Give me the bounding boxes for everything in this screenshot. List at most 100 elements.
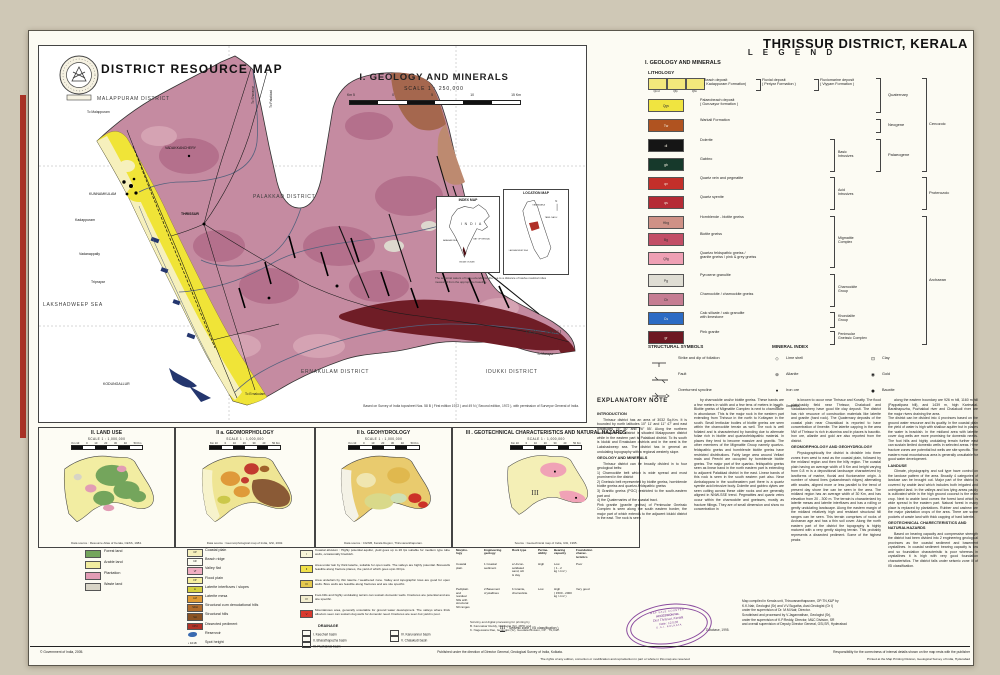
geotech-cell: High ( 1500 - 2000 kg / cm² ) [554, 587, 572, 599]
mineral-label: Clay [882, 356, 890, 360]
footer-printed: Printed at the Map Printing Division, Ge… [866, 657, 970, 661]
inset-scale: SCALE 1 : 1,000,000 [87, 436, 126, 441]
lithology-label: Beach deposit ( Kadappuram Formation) [704, 78, 747, 87]
landuse-legend-label: Plantation [104, 571, 121, 575]
lithology-label: Dolerite [700, 138, 713, 142]
inset-title: III . GEOTECHNICAL CHARACTERISTICS AND N… [465, 430, 627, 436]
mineral-symbol: ◇ [775, 356, 779, 361]
inset-title: II b. GEOHYDROLOGY [356, 430, 411, 436]
geohydro-legend-swatch: III [300, 580, 313, 588]
geohydrology-map-drawing [340, 455, 431, 522]
landuse-legend-swatch [85, 572, 101, 580]
legend-section-title: I. GEOLOGY AND MINERALS [645, 60, 721, 66]
map-region-label: IDUKKI DISTRICT [486, 369, 538, 375]
inset-geomorphology: II a. GEOMORPHOLOGY SCALE 1 : 1,000,000 … [175, 427, 315, 548]
geomorph-legend-swatch: bR [187, 558, 203, 566]
geotech-cell: Coastal plain [456, 562, 467, 570]
structural-symbol-label: Fault [678, 372, 687, 376]
legend-era-bracket [922, 216, 927, 345]
note-paragraph: along the eastern boundary are 926 m hil… [888, 398, 979, 462]
credit-line: Scrutiny and digital processing for prin… [470, 620, 530, 624]
footer-published: Published under the direction of Directo… [437, 650, 563, 654]
mineral-symbol: ⊙ [775, 404, 779, 409]
legend-era-label: Neogene [888, 122, 905, 127]
legend-era-label: Quaternary [888, 91, 909, 97]
geotech-cell: Low ( 1 - 2 kg / cm² ) [554, 562, 567, 574]
map-route-label: To Palakkad [269, 90, 273, 108]
mineral-label: Gold [882, 372, 891, 376]
map-region-label: MALAPPURAM DISTRICT [97, 96, 170, 102]
svg-text:N: N [555, 199, 557, 203]
inset-scalebar [510, 444, 582, 450]
sheet-red-edge [20, 95, 26, 438]
inset-land-use: II. LAND USE SCALE 1 : 1,000,000 Km 10 0 1… [38, 427, 175, 548]
note-section-heading: INTRODUCTION [597, 411, 627, 416]
lithology-label: Calc silicate / calc granulite with lime… [700, 311, 745, 320]
geomorph-legend-label: Structural hills [205, 612, 229, 617]
location-map: LOCATION MAP KARNATAKA TAMIL NADU LAKSHA… [503, 189, 569, 275]
mineral-symbol: ● [775, 388, 779, 393]
note-section-heading: GEOTECHNICAL CHARECTERISTICS AND NATURAL… [888, 520, 967, 531]
explanatory-note-column: is known to occur near Thrissur and Kora… [791, 398, 881, 544]
credit-line: Map compiled in Kerala unit, Thiruvanant… [742, 599, 839, 603]
lithology-label: Fluviomarine deposit ( Viyyam Formation … [820, 78, 855, 87]
drainage-basin-item: III. Puzhakkal basin [302, 642, 388, 649]
lithology-swatch: dl [648, 139, 684, 152]
note-section-heading: LANDUSE [888, 462, 907, 468]
geotech-cell: a Uncon- solidated sand, silt & clay [512, 562, 525, 577]
lithology-label: Pyroxene granulite [700, 273, 731, 277]
inset-source: Data source : Resource Atlas of Kerala, … [71, 541, 142, 545]
spot-height-symbol: • 1018 [188, 641, 197, 645]
toposheet-base-note: Based on Survey of India toposheet Nos. … [363, 404, 579, 408]
geotech-cell: High [538, 562, 545, 566]
inset-scale: SCALE 1 : 1,000,000 [364, 436, 403, 441]
compilation-credits: Map compiled in Kerala unit, Thiruvanant… [742, 599, 978, 627]
inset-title: II a. GEOMORPHOLOGY [216, 430, 274, 436]
structural-symbol-label: Overturned syncline [678, 388, 712, 392]
lithology-label: Warkali Formation [700, 118, 730, 122]
geohydro-legend-text: Area under lain by thick laterite, suita… [315, 563, 450, 571]
lithology-swatch: Ch [648, 293, 684, 306]
drainage-heading: DRAINAGE [318, 624, 339, 628]
legend-group-bracket [830, 216, 835, 268]
geomorph-legend-swatch: CP [187, 549, 203, 557]
lithology-label: Quartzo feldspathic gneiss / granite gne… [700, 251, 757, 260]
inset-source: Data source : CGWB, Kerala Region, Thiru… [344, 541, 423, 545]
geomorph-legend-swatch: Vf [187, 567, 203, 575]
mineral-label: Lime shell [786, 356, 804, 360]
legend-group-label: Acid Intrusives [838, 187, 854, 196]
legend-era-bracket [876, 78, 881, 113]
legend-era-bracket [876, 139, 881, 172]
inset-scalebar-labels: Km 10 0 10 20 30 40 50 Km [511, 441, 581, 445]
inset-scalebar [209, 444, 281, 450]
structural-symbol-glyph [650, 372, 672, 390]
lithology-swatch: gr [648, 331, 684, 344]
note-paragraph: is known to occur near Thrissur and Kora… [791, 398, 881, 443]
lithology-swatch [648, 78, 667, 90]
lithology-swatch: Cs [648, 312, 684, 325]
inset-scalebar-labels: Km 10 0 10 20 30 40 50 Km [71, 441, 142, 445]
geomorph-legend-label: Valley flat [205, 566, 221, 571]
note-paragraph: Thrissur district can be broadly divided… [597, 461, 687, 521]
credit-line: and overall supervision of Deputy Direct… [742, 622, 847, 627]
main-scalebar-labels: Km 5 0 5 10 15 Km [347, 93, 521, 97]
inset-scalebar [70, 444, 143, 450]
legend-era-label: Proterozoic [929, 189, 950, 195]
geomorph-legend-swatch: LM [187, 595, 203, 603]
explanatory-note-column: INTRODUCTION Thrissur district has an are… [597, 410, 687, 523]
svg-text:III: III [531, 488, 539, 496]
geotech-col-header: Perme- ability [538, 548, 549, 556]
explanatory-note-title: EXPLANATORY NOTE [597, 398, 668, 404]
geohydro-legend-swatch: I [300, 550, 313, 558]
inset-geotechnical: III . GEOTECHNICAL CHARACTERISTICS AND N… [452, 427, 640, 548]
mineral-label: Allanite [786, 372, 799, 376]
seismic-zone-numeral: III [500, 626, 505, 632]
mineral-symbol: ⊡ [871, 356, 875, 361]
geomorph-legend-label: Beach ridge [205, 557, 225, 562]
inset-source: Source : Geotechnical map of India, GSI,… [514, 541, 578, 545]
inset-scale: SCALE 1 : 1,000,000 [527, 436, 565, 441]
legend-heading: L E G E N D [747, 48, 837, 57]
inset-scalebar-labels: Km 10 0 10 20 30 40 50 Km [210, 441, 280, 445]
inset-title: II. LAND USE [90, 430, 123, 436]
